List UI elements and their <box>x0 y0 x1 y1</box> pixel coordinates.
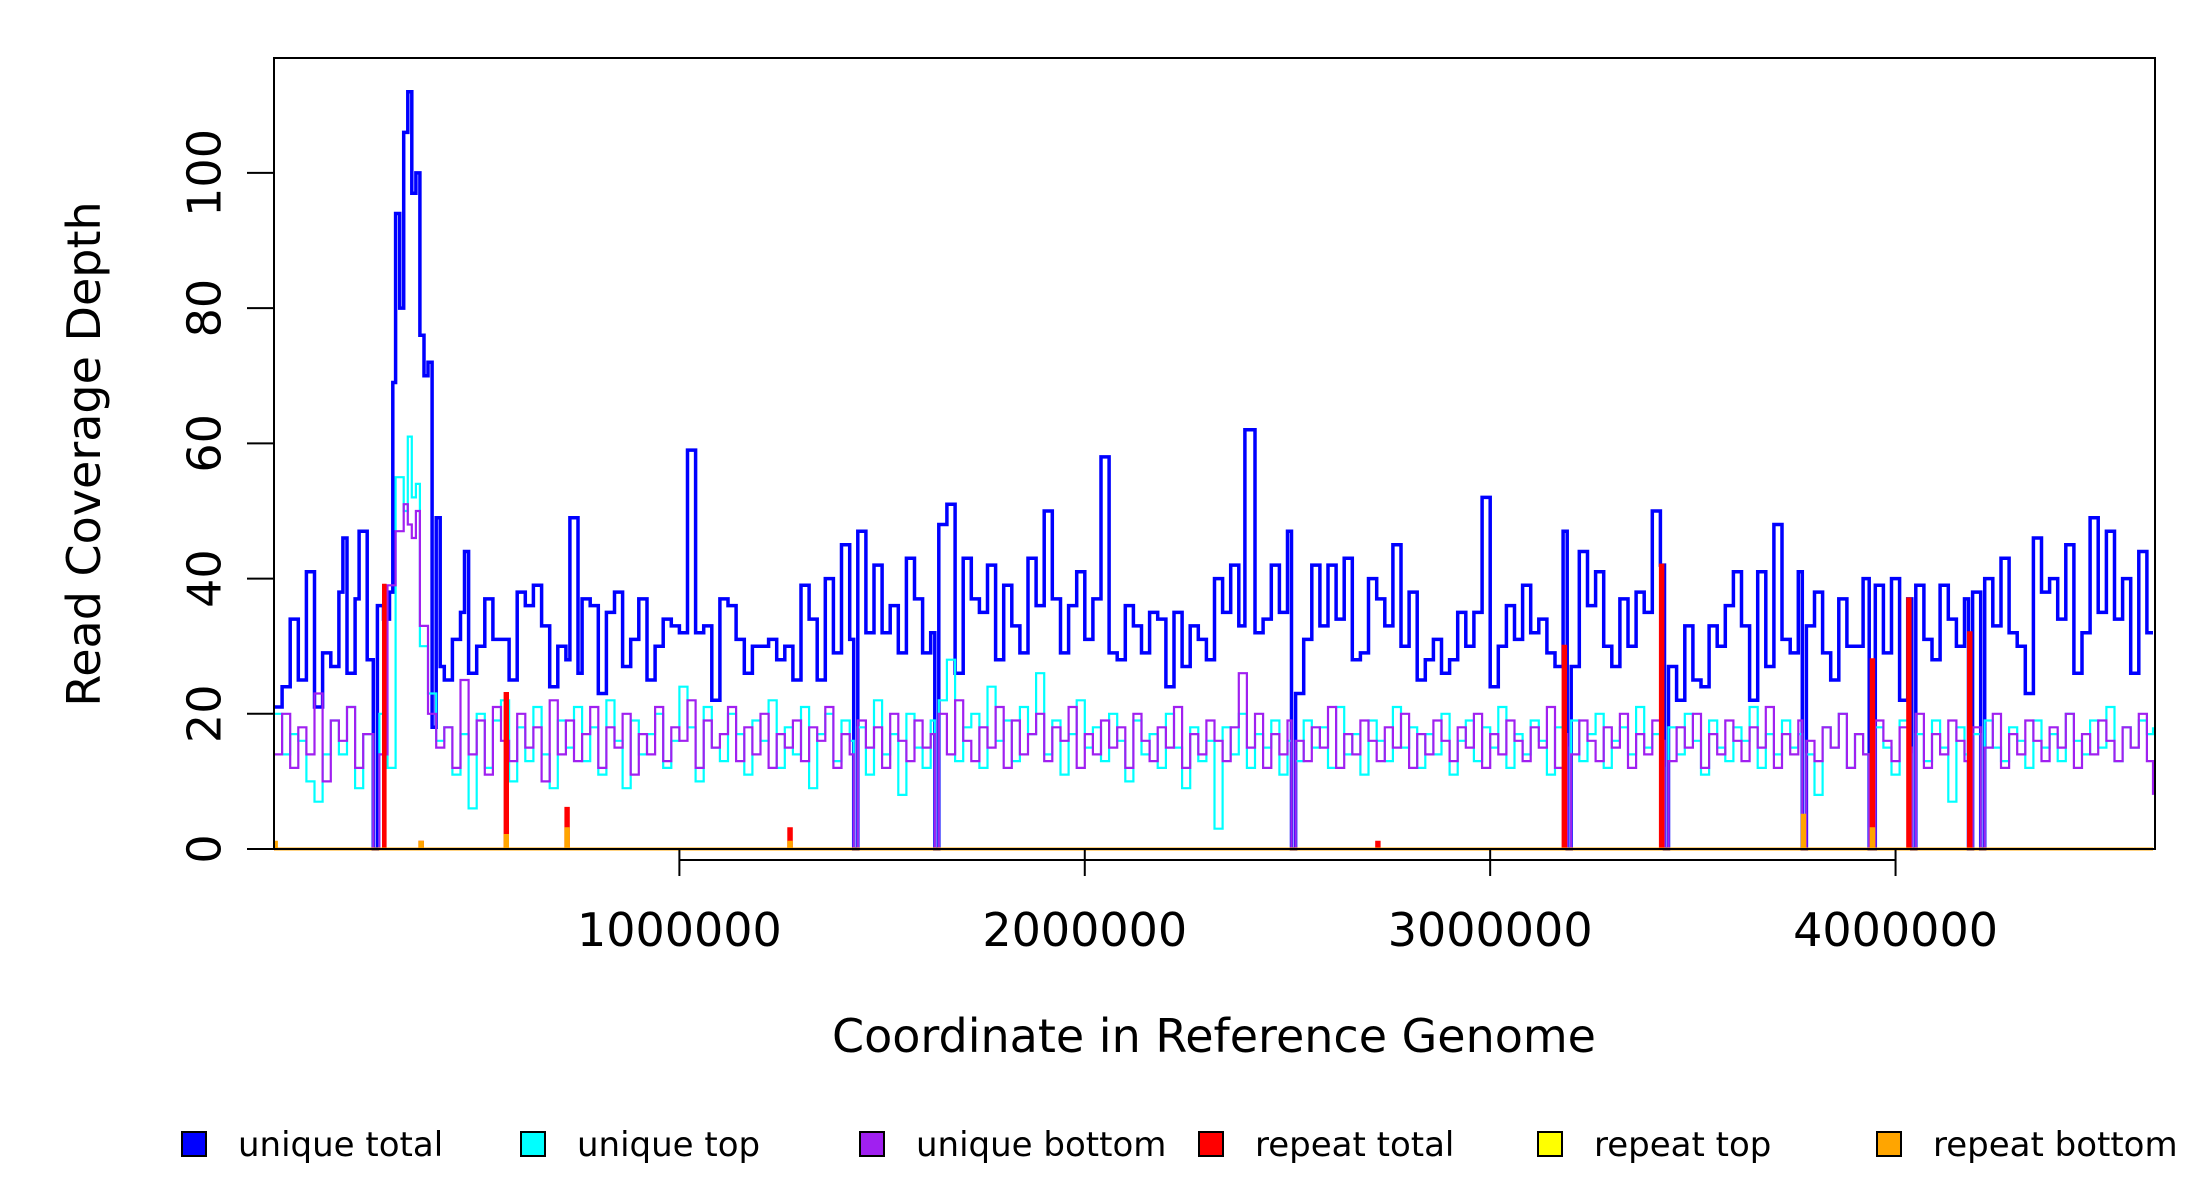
legend-label: unique total <box>238 1125 443 1165</box>
legend-swatch <box>1537 1131 1563 1157</box>
axes-layer: 1000000 2000000 3000000 4000000 0 20 40 60 80 100 <box>178 129 1998 957</box>
x-tick-label: 2000000 <box>982 903 1187 957</box>
legend-item-repeat-top: repeat top <box>1537 1125 1771 1165</box>
legend-label: repeat total <box>1255 1125 1454 1165</box>
legend-label: repeat bottom <box>1933 1125 2178 1165</box>
x-axis-title: Coordinate in Reference Genome <box>832 1009 1596 1063</box>
legend-swatch <box>1876 1131 1902 1157</box>
legend-item-repeat-bottom: repeat bottom <box>1876 1125 2178 1165</box>
legend-item-unique-top: unique top <box>520 1125 760 1165</box>
y-tick-label: 100 <box>178 129 232 217</box>
legend-label: repeat top <box>1594 1125 1771 1165</box>
x-tick-label: 1000000 <box>577 903 782 957</box>
x-tick-label: 3000000 <box>1388 903 1593 957</box>
x-tick-label: 4000000 <box>1793 903 1998 957</box>
y-tick-label: 80 <box>178 279 232 338</box>
y-tick-label: 40 <box>178 549 232 608</box>
legend-swatch <box>1198 1131 1224 1157</box>
y-tick-label: 60 <box>178 414 232 473</box>
legend-swatch <box>181 1131 207 1157</box>
legend-item-repeat-total: repeat total <box>1198 1125 1454 1165</box>
legend-label: unique top <box>577 1125 760 1165</box>
legend-item-unique-total: unique total <box>181 1125 443 1165</box>
y-tick-label: 0 <box>178 834 232 863</box>
y-tick-label: 20 <box>178 685 232 744</box>
legend-swatch <box>520 1131 546 1157</box>
legend-label: unique bottom <box>916 1125 1166 1165</box>
legend: unique total unique top unique bottom repea… <box>181 1125 2178 1165</box>
legend-swatch <box>859 1131 885 1157</box>
y-axis-title: Read Coverage Depth <box>57 201 111 706</box>
series-line-unique-bottom <box>274 503 2155 851</box>
series-line-unique-total <box>274 90 2153 851</box>
legend-item-unique-bottom: unique bottom <box>859 1125 1166 1165</box>
